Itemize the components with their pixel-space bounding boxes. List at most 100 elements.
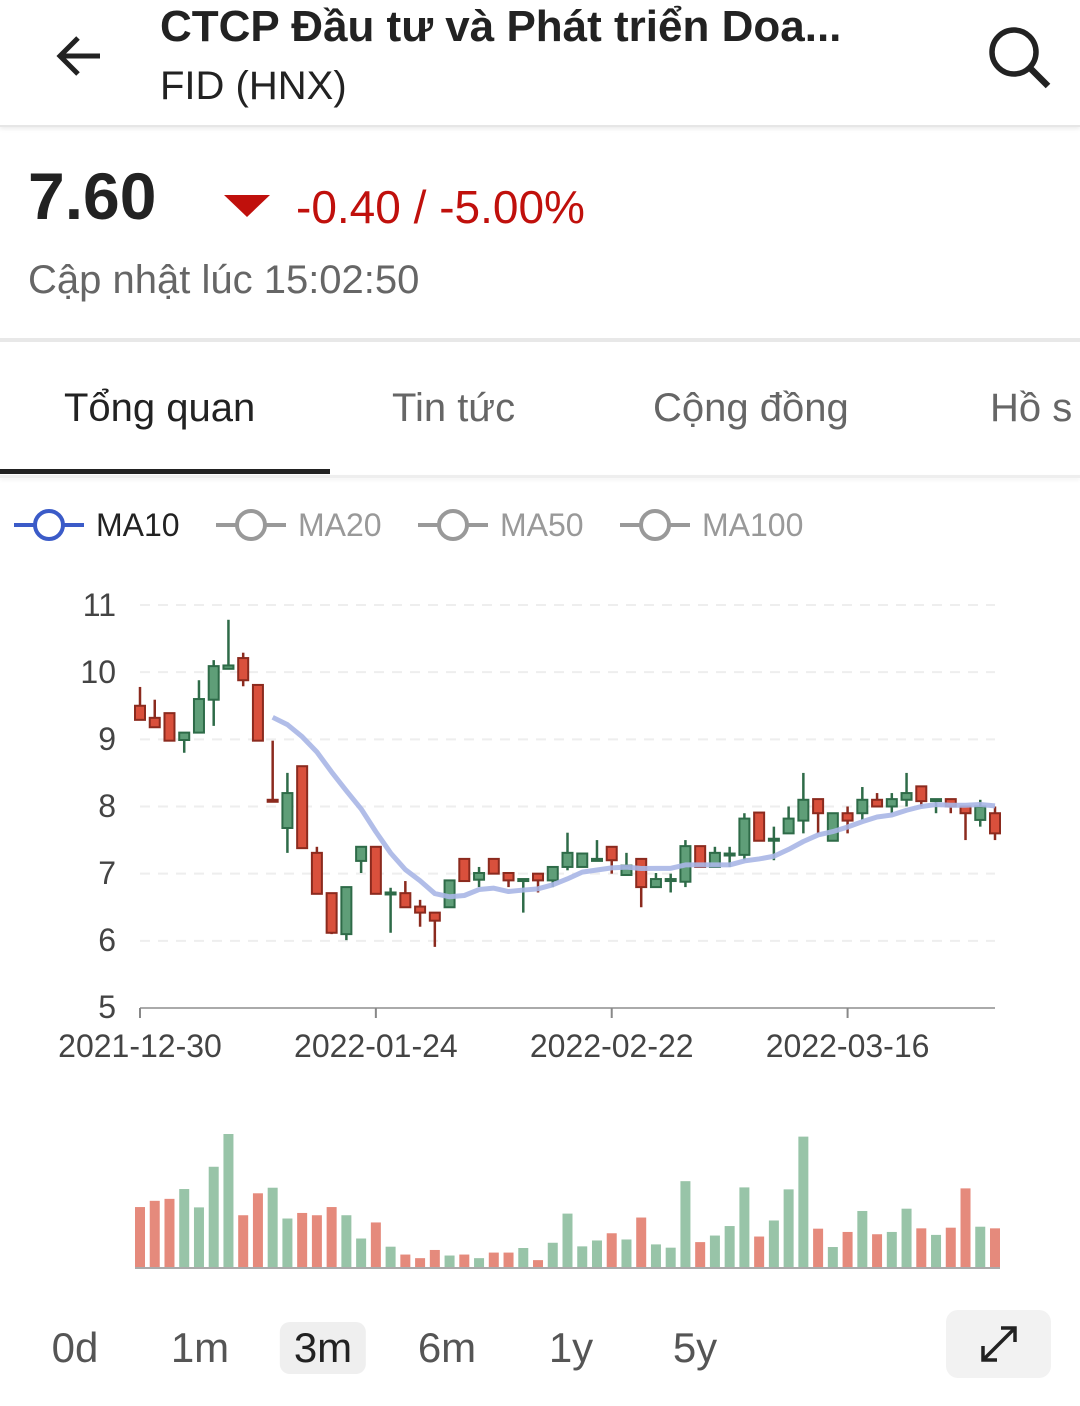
- volume-bar: [798, 1136, 809, 1267]
- candle-body: [178, 731, 191, 742]
- volume-bar: [739, 1187, 750, 1267]
- volume-bar: [208, 1166, 219, 1267]
- volume-bar: [650, 1244, 661, 1267]
- candlestick-chart[interactable]: [0, 560, 1080, 1300]
- volume-bar: [842, 1231, 853, 1267]
- candle-body: [561, 851, 574, 868]
- candle-body: [163, 712, 176, 742]
- volume-bar: [547, 1242, 558, 1267]
- timeframe-5y[interactable]: 5y: [672, 1324, 718, 1371]
- volume-bar: [960, 1188, 971, 1267]
- candle-body: [856, 798, 869, 815]
- volume-bar: [562, 1213, 573, 1267]
- volume-bar: [916, 1228, 927, 1267]
- triangle-down-icon: [224, 195, 270, 217]
- fullscreen-button[interactable]: [946, 1310, 1051, 1378]
- candle-body: [281, 792, 294, 829]
- candle-body: [414, 905, 427, 914]
- ma100-line-circle-icon: [620, 509, 690, 541]
- legend-ma100[interactable]: MA100: [620, 505, 803, 545]
- volume-bar: [709, 1235, 720, 1267]
- candle-body: [340, 886, 353, 936]
- app-header: CTCP Đầu tư và Phát triển Doa... FID (HN…: [0, 0, 1080, 127]
- candle-body: [192, 698, 205, 734]
- candle-body: [635, 857, 648, 889]
- candle-body: [251, 683, 264, 742]
- ma10-line-circle-icon: [14, 509, 84, 541]
- candle-body: [885, 798, 898, 808]
- volume-bar: [724, 1226, 735, 1267]
- volume-bar: [945, 1227, 956, 1267]
- volume-bar: [931, 1234, 942, 1267]
- tab-profile[interactable]: Hồ s: [990, 386, 1073, 430]
- volume-bar: [370, 1222, 381, 1267]
- candle-body: [723, 852, 736, 857]
- candle-body: [428, 911, 441, 922]
- timeframe-1m[interactable]: 1m: [170, 1324, 230, 1371]
- candle-body: [546, 865, 559, 882]
- volume-bar: [341, 1215, 352, 1267]
- volume-bar: [857, 1210, 868, 1267]
- timeframe-6m[interactable]: 6m: [417, 1324, 477, 1371]
- volume-bar: [901, 1208, 912, 1267]
- volume-bar: [400, 1254, 411, 1267]
- expand-diagonal-icon: [980, 1326, 1017, 1362]
- volume-bar: [975, 1226, 986, 1267]
- candle-body: [782, 817, 795, 835]
- timeframe-0d[interactable]: 0d: [51, 1324, 99, 1371]
- legend-ma10[interactable]: MA10: [14, 505, 180, 545]
- volume-bar: [444, 1255, 455, 1267]
- volume-bar: [695, 1242, 706, 1267]
- y-tick-label: 5: [98, 989, 116, 1025]
- volume-bar: [533, 1260, 544, 1267]
- candle-body: [296, 765, 309, 850]
- volume-bar: [415, 1258, 426, 1267]
- candle-body: [930, 798, 943, 803]
- candle-body: [458, 857, 471, 883]
- volume-bar: [223, 1134, 234, 1267]
- legend-ma20[interactable]: MA20: [216, 505, 382, 545]
- tab-overview[interactable]: Tổng quan: [64, 386, 256, 430]
- candle-body: [900, 792, 913, 801]
- volume-bar: [665, 1247, 676, 1267]
- search-button[interactable]: [984, 22, 1054, 97]
- legend-ma50[interactable]: MA50: [418, 505, 584, 545]
- y-tick-label: 6: [98, 922, 116, 958]
- y-tick-label: 7: [98, 855, 116, 891]
- volume-bar: [326, 1207, 337, 1267]
- volume-bar: [577, 1246, 588, 1267]
- volume-bar: [179, 1189, 190, 1267]
- candle-body: [134, 704, 146, 721]
- candle-body: [649, 878, 662, 889]
- candle-body: [517, 878, 530, 883]
- candle-body: [487, 857, 500, 875]
- current-price: 7.60: [28, 159, 157, 233]
- volume-bar: [267, 1187, 278, 1267]
- volume-bar: [474, 1258, 485, 1267]
- tab-community[interactable]: Cộng đồng: [653, 386, 849, 430]
- candle-body: [871, 798, 884, 808]
- volume-bar: [311, 1215, 322, 1267]
- tab-news[interactable]: Tin tức: [392, 386, 516, 430]
- legend-label: MA20: [298, 506, 382, 543]
- volume-bar: [606, 1233, 617, 1267]
- candle-body: [989, 812, 1001, 835]
- volume-bar: [135, 1207, 145, 1267]
- timeframe-3m[interactable]: 3m: [279, 1322, 367, 1374]
- candle-body: [767, 837, 780, 842]
- volume-bar: [252, 1193, 263, 1267]
- candle-body: [915, 785, 928, 803]
- volume-bar: [813, 1228, 824, 1267]
- volume-bar: [591, 1240, 602, 1267]
- arrow-left-icon: [56, 36, 100, 76]
- candle-body: [738, 817, 751, 856]
- candle-body: [605, 845, 618, 862]
- timeframe-1y[interactable]: 1y: [548, 1324, 594, 1371]
- back-button[interactable]: [52, 28, 108, 89]
- y-tick-label: 9: [98, 721, 116, 757]
- candle-body: [576, 852, 589, 868]
- volume-bar: [518, 1248, 529, 1267]
- candle-body: [841, 812, 854, 822]
- y-tick-label: 11: [82, 587, 116, 623]
- candle-body: [384, 891, 397, 896]
